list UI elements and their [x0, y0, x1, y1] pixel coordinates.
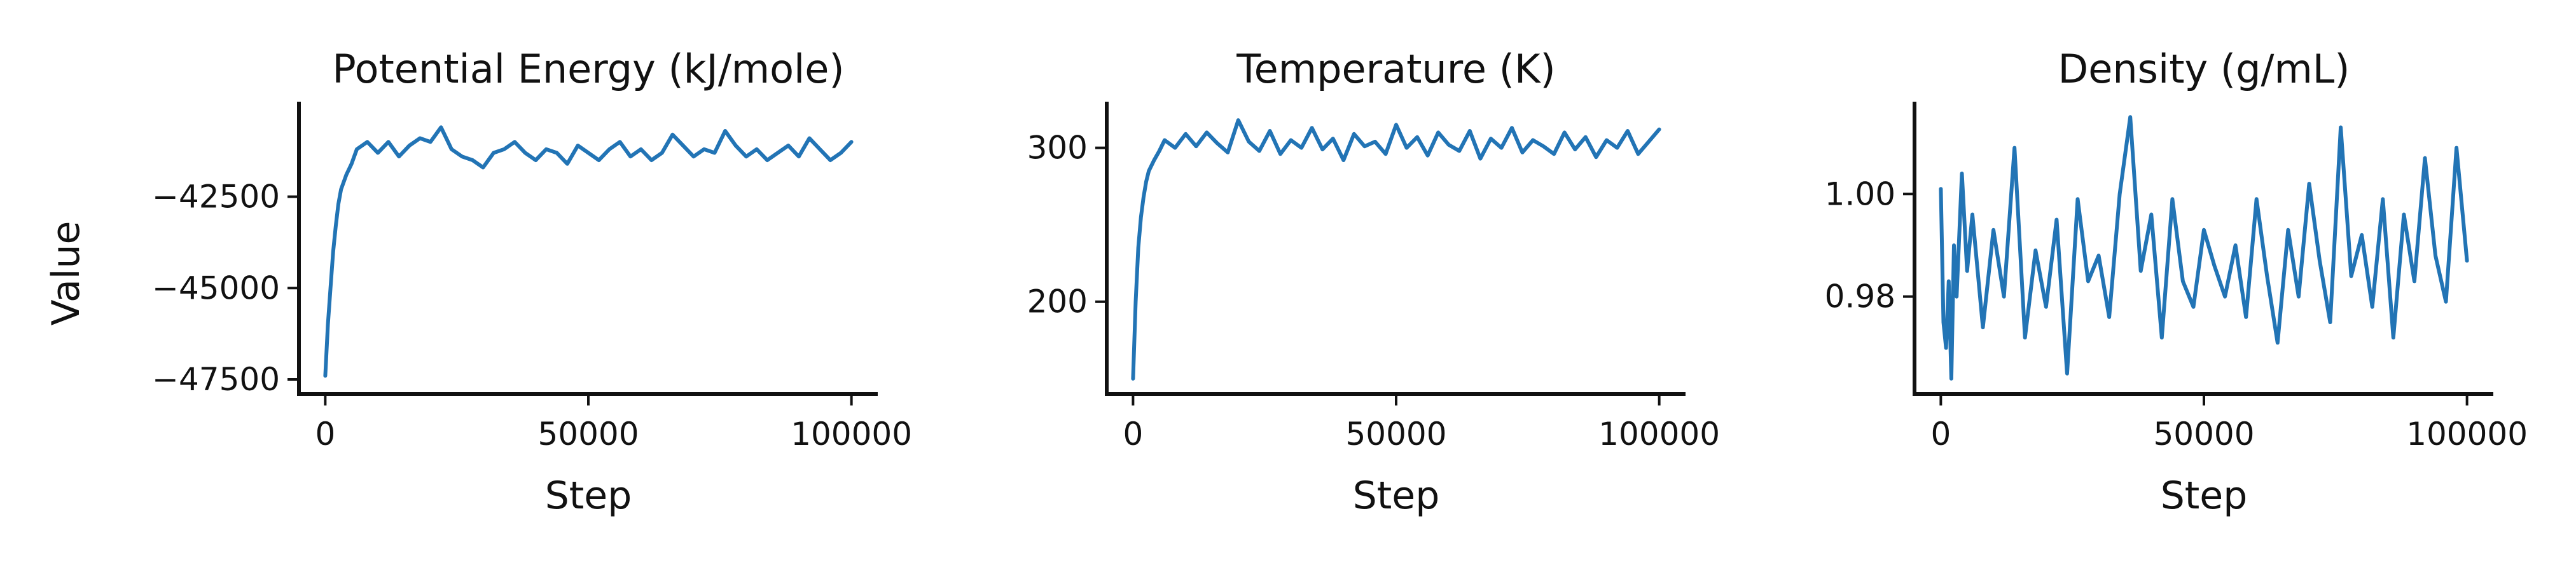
subplot-title: Temperature (K): [1236, 46, 1555, 92]
y-tick-label: −45000: [152, 269, 280, 306]
subplot-potential-energy: Potential Energy (kJ/mole) Step 0 50000 10…: [152, 46, 912, 518]
x-axis-label: Step: [545, 473, 632, 518]
series-line: [1131, 118, 1661, 381]
x-tick-label: 0: [315, 416, 335, 453]
y-tick-label: 0.98: [1825, 278, 1895, 315]
y-tick-label: 1.00: [1825, 175, 1895, 212]
subplot-title: Density (g/mL): [2058, 46, 2350, 92]
x-tick-label: 50000: [2153, 416, 2254, 453]
x-tick-label: 100000: [1598, 416, 1720, 453]
x-tick-label: 100000: [2406, 416, 2528, 453]
y-tick-label: 200: [1027, 283, 1088, 320]
x-tick-label: 50000: [1345, 416, 1446, 453]
x-tick-label: 0: [1930, 416, 1951, 453]
x-axis-label: Step: [2161, 473, 2248, 518]
x-tick-label: 100000: [791, 416, 912, 453]
shared-ylabel: Value: [44, 221, 88, 326]
y-tick-label: 300: [1027, 130, 1088, 167]
series-line: [1939, 115, 2469, 381]
y-tick-label: −47500: [152, 361, 280, 398]
y-tick-label: −42500: [152, 179, 280, 215]
x-tick-label: 0: [1123, 416, 1143, 453]
subplot-temperature: Temperature (K) Step 0 50000 100000 200 300: [1027, 46, 1721, 518]
series-line: [323, 125, 854, 378]
x-axis-label: Step: [1353, 473, 1440, 518]
x-tick-label: 50000: [537, 416, 639, 453]
subplot-density: Density (g/mL) Step 0 50000 100000 0.98 1.00: [1825, 46, 2528, 518]
subplot-title: Potential Energy (kJ/mole): [332, 46, 844, 92]
